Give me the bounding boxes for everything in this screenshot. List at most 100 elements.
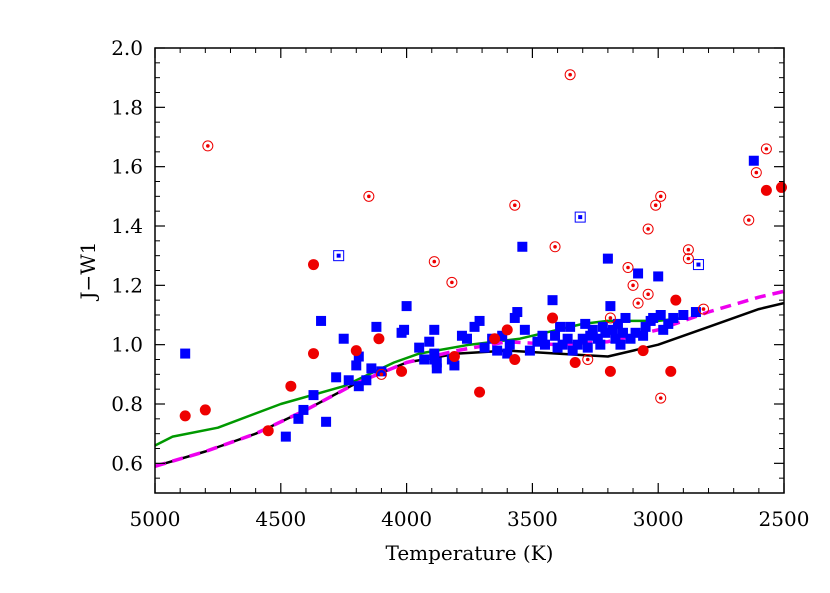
x-tick-label: 3500: [507, 507, 558, 531]
data-point-blue-square: [316, 315, 327, 326]
marker-center: [626, 265, 630, 270]
data-point-blue-open-square: [692, 259, 704, 271]
data-point-red-open-circle: [655, 392, 667, 404]
marker-outline: [697, 303, 709, 315]
data-point-blue-square: [399, 324, 410, 335]
data-point-blue-square: [456, 330, 467, 341]
x-tick-label: 4500: [255, 507, 306, 531]
data-point-blue-square: [353, 381, 364, 392]
data-point-blue-square: [615, 339, 626, 350]
data-point-blue-square: [678, 310, 689, 320]
y-tick-label: 1.6: [111, 155, 143, 179]
data-point-red-open-circle: [564, 69, 576, 81]
data-point-blue-square: [658, 324, 669, 335]
data-point-red-open-circle: [750, 167, 762, 179]
data-point-blue-square: [585, 330, 596, 341]
data-point-red-open-circle: [509, 199, 521, 211]
marker-outline: [627, 279, 639, 291]
data-point-blue-square: [607, 324, 618, 335]
data-point-red-open-circle: [622, 262, 634, 274]
data-point-blue-square: [517, 241, 528, 252]
data-point-red-circle: [569, 356, 581, 368]
data-point-red-circle: [760, 184, 772, 196]
x-tick-label: 2500: [759, 507, 810, 531]
data-point-blue-square: [414, 342, 425, 353]
data-point-red-circle: [308, 348, 320, 360]
data-point-blue-square: [343, 375, 354, 386]
data-point-red-circle: [509, 354, 521, 365]
data-point-red-open-circle: [363, 190, 375, 202]
marker-outline: [564, 69, 576, 81]
data-point-red-circle: [199, 404, 211, 416]
data-point-red-open-circle: [582, 354, 594, 365]
marker-center: [512, 203, 517, 208]
data-point-blue-square: [597, 321, 608, 332]
data-point-blue-square: [577, 333, 588, 344]
marker-outline: [604, 312, 616, 324]
data-point-blue-square: [602, 253, 613, 264]
marker-outline: [750, 167, 762, 179]
data-point-blue-square: [648, 312, 659, 323]
data-point-blue-square: [524, 345, 535, 356]
data-point-red-circle: [308, 259, 320, 271]
marker-outline: [375, 368, 387, 380]
data-point-blue-square: [620, 312, 631, 323]
data-point-red-circle: [448, 351, 460, 363]
data-point-blue-square: [504, 339, 515, 350]
data-point-blue-square: [492, 345, 503, 356]
data-point-blue-square: [371, 321, 382, 332]
data-point-red-open-circle: [682, 244, 694, 256]
data-point-blue-square: [431, 357, 442, 368]
marker-center: [206, 144, 210, 148]
data-point-red-open-circle: [642, 288, 654, 300]
data-point-blue-square: [308, 390, 319, 401]
marker-center: [701, 307, 706, 311]
data-point-blue-square: [293, 413, 304, 424]
data-point-blue-square: [587, 324, 598, 335]
data-point-blue-square: [625, 333, 636, 344]
marker-center: [646, 227, 650, 231]
data-point-blue-square: [663, 318, 674, 329]
data-point-blue-square: [512, 307, 523, 318]
data-point-blue-square: [449, 360, 460, 371]
data-point-blue-square: [653, 271, 664, 282]
data-point-red-circle: [604, 365, 616, 377]
model-line-green: [155, 316, 684, 447]
data-point-blue-square: [655, 310, 666, 320]
marker-center: [658, 194, 663, 199]
marker-outline: [363, 190, 375, 202]
data-point-blue-square: [180, 348, 191, 359]
y-axis-title: J−W1: [76, 241, 100, 301]
data-point-blue-square: [640, 321, 651, 332]
data-point-blue-square: [361, 375, 372, 386]
data-point-blue-square: [376, 366, 387, 377]
marker-outline: [582, 354, 594, 365]
data-point-blue-square: [565, 321, 576, 332]
data-point-blue-square: [321, 416, 332, 427]
marker-outline: [760, 143, 772, 155]
data-point-red-open-circle: [604, 312, 616, 324]
marker-center: [696, 262, 701, 267]
y-tick-label: 0.8: [111, 392, 143, 416]
data-point-blue-square: [331, 372, 342, 383]
data-point-blue-square: [595, 339, 606, 350]
data-point-blue-square: [298, 404, 309, 415]
data-point-blue-square: [748, 155, 759, 166]
data-point-red-circle: [547, 312, 559, 324]
data-point-blue-square: [582, 342, 593, 353]
marker-outline: [692, 259, 704, 271]
data-point-red-open-circle: [632, 297, 644, 309]
data-point-blue-square: [429, 324, 440, 335]
marker-center: [764, 147, 769, 151]
model-line-magenta: [155, 289, 784, 468]
y-tick-label: 0.6: [111, 451, 143, 475]
marker-center: [585, 357, 590, 362]
marker-outline: [655, 392, 667, 404]
data-point-red-circle: [474, 386, 486, 398]
marker-center: [653, 203, 658, 208]
data-point-red-open-circle: [655, 190, 667, 202]
data-point-blue-square: [429, 348, 440, 359]
plot-frame: [154, 47, 785, 494]
data-point-red-open-circle: [428, 256, 440, 268]
